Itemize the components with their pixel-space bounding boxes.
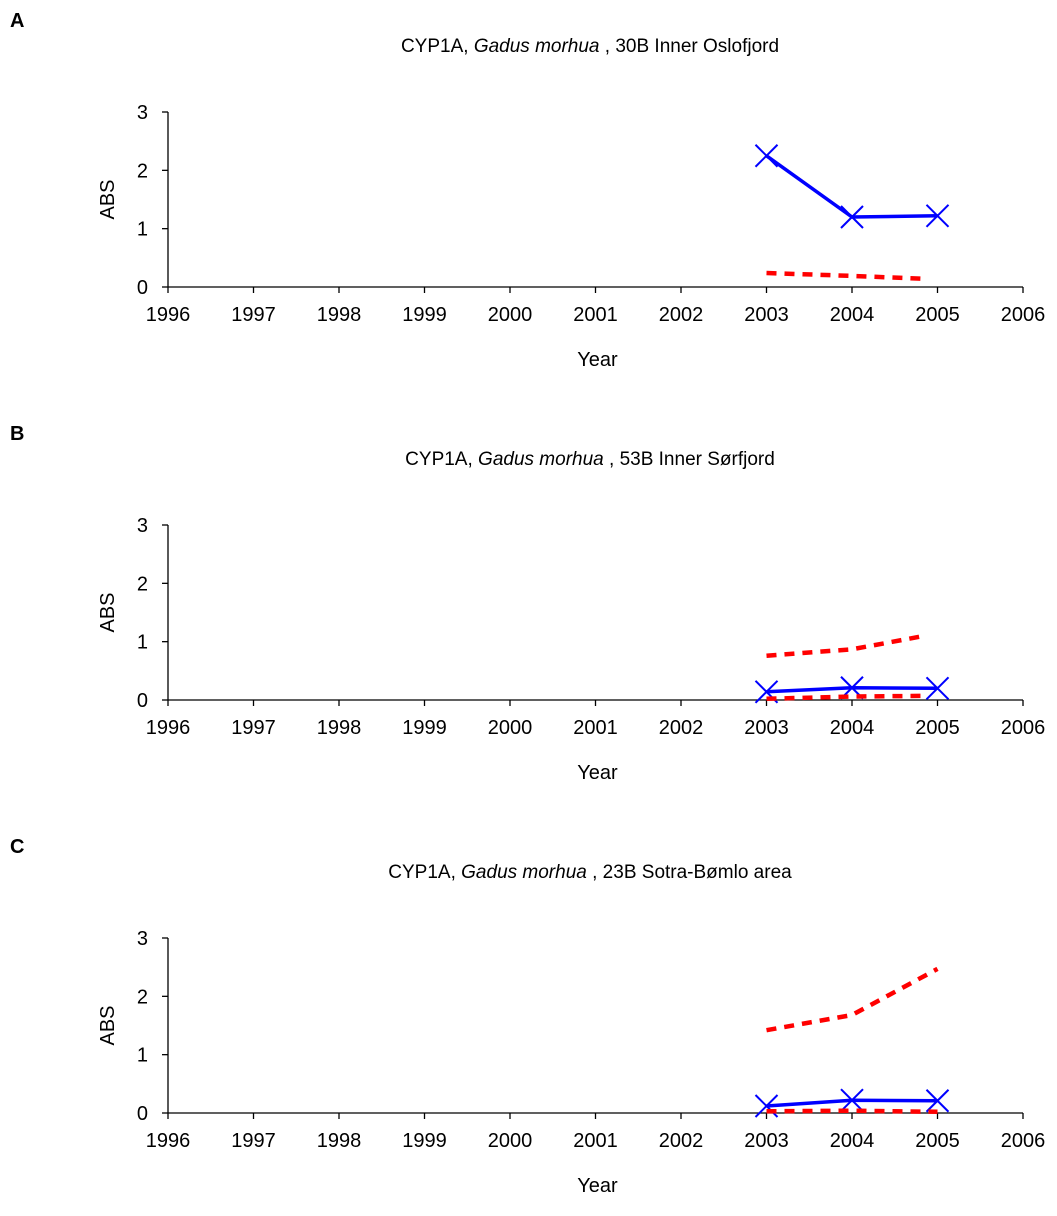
x-tick-label: 2001 [573, 1130, 618, 1152]
chart-title: CYP1A, Gadus morhua , 30B Inner Oslofjor… [0, 36, 1057, 58]
marker-stroke [840, 205, 864, 229]
title-suffix: , 30B Inner Oslofjord [599, 36, 780, 57]
x-tick-label: 2003 [744, 1130, 789, 1152]
x-tick-label: 1998 [317, 304, 362, 326]
x-tick-label: 1998 [317, 717, 362, 739]
title-species: Gadus morhua [461, 862, 587, 883]
y-tick-label: 0 [137, 277, 148, 299]
x-tick-label: 1996 [146, 304, 191, 326]
series-line-dashed [766, 270, 925, 282]
x-tick-label: 2004 [830, 717, 875, 739]
marker-stroke [925, 204, 950, 228]
x-tick-label: 1997 [231, 717, 276, 739]
series-line-dashed [766, 966, 939, 1033]
y-tick-label: 2 [137, 573, 148, 595]
title-suffix: , 23B Sotra-Bømlo area [586, 862, 792, 883]
x-tick-label: 2000 [488, 304, 533, 326]
x-axis-title: Year [577, 1175, 618, 1197]
panel-a: A CYP1A, Gadus morhua , 30B Inner Oslofj… [0, 0, 1057, 390]
marker-stroke [754, 1094, 779, 1118]
x-tick-label: 1999 [402, 304, 447, 326]
x-tick-label: 1996 [146, 1130, 191, 1152]
title-prefix: CYP1A, [405, 449, 479, 470]
x-tick-label: 2006 [1001, 304, 1046, 326]
data-point-marker [754, 144, 779, 168]
marker-stroke [925, 1089, 950, 1113]
x-tick-label: 1999 [402, 717, 447, 739]
y-tick-label: 1 [137, 1045, 148, 1067]
panel-label: C [10, 836, 25, 858]
marker-stroke [840, 1088, 864, 1112]
marker-stroke [925, 676, 950, 701]
x-tick-label: 2002 [659, 304, 704, 326]
line-chart-b: 0 1 2 3 1996 1997 1998 1999 2000 2001 2002 2003 2004… [97, 515, 1046, 784]
x-tick-label: 1997 [231, 1130, 276, 1152]
y-axis-title: ABS [97, 592, 119, 632]
y-tick-label: 0 [137, 690, 148, 712]
y-tick-label: 1 [137, 219, 148, 241]
x-tick-label: 2002 [659, 717, 704, 739]
x-tick-label: 2005 [915, 1130, 960, 1152]
x-tick-label: 1999 [402, 1130, 447, 1152]
title-species: Gadus morhua [478, 449, 604, 470]
x-axis-title: Year [577, 349, 618, 371]
x-tick-label: 2000 [488, 717, 533, 739]
x-tick-label: 2005 [915, 717, 960, 739]
y-tick-label: 0 [137, 1103, 148, 1125]
x-tick-label: 1996 [146, 717, 191, 739]
x-tick-label: 2005 [915, 304, 960, 326]
title-species: Gadus morhua [473, 36, 600, 57]
data-point-marker [840, 1088, 864, 1112]
data-point-marker [925, 1089, 950, 1113]
series-line-solid [765, 154, 938, 219]
x-tick-label: 1997 [231, 304, 276, 326]
x-tick-label: 2004 [830, 304, 875, 326]
y-axis-title: ABS [97, 1005, 119, 1045]
title-prefix: CYP1A, [400, 36, 474, 57]
line-chart-c: 0 1 2 3 1996 1997 1998 1999 2000 2001 2002 2003 2004… [97, 928, 1046, 1197]
x-tick-label: 2002 [659, 1130, 704, 1152]
series-line-dashed [766, 1108, 938, 1115]
y-tick-label: 3 [137, 928, 148, 950]
x-tick-label: 2003 [744, 717, 789, 739]
x-tick-label: 1998 [317, 1130, 362, 1152]
x-tick-label: 2003 [744, 304, 789, 326]
chart-title: CYP1A, Gadus morhua , 23B Sotra-Bømlo ar… [0, 862, 1057, 884]
y-axis-title: ABS [97, 179, 119, 219]
marker-stroke [754, 144, 779, 168]
panel-label: B [10, 423, 25, 445]
y-tick-label: 3 [137, 102, 148, 124]
x-tick-label: 2006 [1001, 1130, 1046, 1152]
y-tick-label: 1 [137, 632, 148, 654]
title-suffix: , 53B Inner Sørfjord [603, 449, 775, 470]
panel-c: C CYP1A, Gadus morhua , 23B Sotra-Bømlo … [0, 826, 1057, 1216]
data-point-marker [925, 204, 950, 228]
panel-b: B CYP1A, Gadus morhua , 53B Inner Sørfjo… [0, 413, 1057, 803]
data-point-marker [925, 676, 950, 701]
panel-label: A [10, 10, 25, 32]
x-tick-label: 2006 [1001, 717, 1046, 739]
x-tick-label: 2000 [488, 1130, 533, 1152]
series-line-dashed [766, 633, 926, 658]
y-tick-label: 3 [137, 515, 148, 537]
x-tick-label: 2001 [573, 304, 618, 326]
x-axis-title: Year [577, 762, 618, 784]
y-tick-label: 2 [137, 160, 148, 182]
data-point-marker [840, 205, 864, 229]
y-tick-label: 2 [137, 986, 148, 1008]
series-line-dashed [766, 693, 925, 702]
x-tick-label: 2001 [573, 717, 618, 739]
chart-title: CYP1A, Gadus morhua , 53B Inner Sørfjord [0, 449, 1057, 471]
marker-stroke [754, 680, 779, 704]
title-prefix: CYP1A, [388, 862, 462, 883]
line-chart-a: 0 1 2 3 1996 1997 1998 1999 2000 2001 2002 2003 2004… [97, 102, 1046, 371]
x-tick-label: 2004 [830, 1130, 875, 1152]
